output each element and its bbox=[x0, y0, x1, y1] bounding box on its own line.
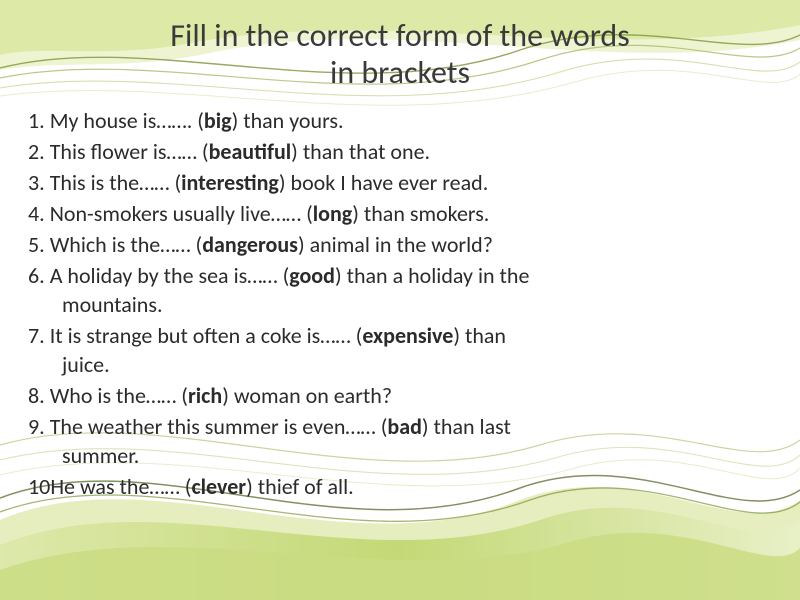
bracket-word: dangerous bbox=[202, 231, 298, 258]
slide-title: Fill in the correct form of the words in… bbox=[28, 18, 772, 92]
item-pre-text: This flower is…… ( bbox=[45, 138, 209, 165]
bracket-word: bad bbox=[387, 413, 421, 440]
exercise-item: 3. This is the…… (interesting) book I ha… bbox=[28, 168, 772, 197]
item-pre-text: The weather this summer is even…… ( bbox=[45, 413, 388, 440]
item-pre-text: Non-smokers usually live…… ( bbox=[45, 200, 313, 227]
bracket-word: long bbox=[313, 200, 352, 227]
bracket-word: good bbox=[289, 262, 335, 289]
item-post-text: ) thief of all. bbox=[246, 473, 354, 500]
item-pre-text: It is strange but often a coke is…… ( bbox=[45, 322, 363, 349]
item-pre-text: He was the…… ( bbox=[50, 473, 191, 500]
item-pre-text: This is the…… ( bbox=[45, 169, 181, 196]
title-line-2: in brackets bbox=[330, 53, 470, 92]
item-pre-text: Which is the…… ( bbox=[45, 231, 203, 258]
item-number: 4. bbox=[28, 200, 45, 227]
item-number: 2. bbox=[28, 138, 45, 165]
item-number: 10 bbox=[28, 473, 50, 500]
exercise-item: 2. This flower is…… (beautiful) than tha… bbox=[28, 137, 772, 166]
slide-content: Fill in the correct form of the words in… bbox=[0, 0, 800, 513]
item-pre-text: My house is……. ( bbox=[45, 107, 204, 134]
item-post-text: ) woman on earth? bbox=[222, 382, 392, 409]
exercise-item: 9. The weather this summer is even…… (ba… bbox=[28, 412, 772, 470]
item-number: 6. bbox=[28, 262, 45, 289]
bracket-word: rich bbox=[188, 382, 222, 409]
bracket-word: beautiful bbox=[209, 138, 292, 165]
item-continuation: summer. bbox=[28, 441, 772, 470]
item-post-text: ) than smokers. bbox=[352, 200, 489, 227]
bracket-word: interesting bbox=[181, 169, 279, 196]
item-post-text: ) than bbox=[453, 322, 506, 349]
item-number: 8. bbox=[28, 382, 45, 409]
item-continuation: mountains. bbox=[28, 290, 772, 319]
exercise-item: 8. Who is the…… (rich) woman on earth? bbox=[28, 381, 772, 410]
exercise-list: 1. My house is……. (big) than yours.2. Th… bbox=[28, 106, 772, 501]
item-number: 1. bbox=[28, 107, 45, 134]
item-number: 5. bbox=[28, 231, 45, 258]
item-post-text: ) animal in the world? bbox=[298, 231, 493, 258]
bracket-word: clever bbox=[191, 473, 246, 500]
item-number: 9. bbox=[28, 413, 45, 440]
title-line-1: Fill in the correct form of the words bbox=[170, 16, 629, 55]
item-number: 7. bbox=[28, 322, 45, 349]
exercise-item: 6. A holiday by the sea is…… (good) than… bbox=[28, 261, 772, 319]
exercise-item: 1. My house is……. (big) than yours. bbox=[28, 106, 772, 135]
exercise-item: 10He was the…… (clever) thief of all. bbox=[28, 472, 772, 501]
bracket-word: big bbox=[204, 107, 232, 134]
bracket-word: expensive bbox=[362, 322, 453, 349]
item-pre-text: A holiday by the sea is…… ( bbox=[45, 262, 290, 289]
item-post-text: ) book I have ever read. bbox=[279, 169, 488, 196]
exercise-item: 5. Which is the…… (dangerous) animal in … bbox=[28, 230, 772, 259]
item-post-text: ) than that one. bbox=[291, 138, 430, 165]
item-post-text: ) than a holiday in the bbox=[335, 262, 530, 289]
exercise-item: 7. It is strange but often a coke is…… (… bbox=[28, 321, 772, 379]
item-number: 3. bbox=[28, 169, 45, 196]
item-post-text: ) than yours. bbox=[232, 107, 344, 134]
item-pre-text: Who is the…… ( bbox=[45, 382, 188, 409]
item-continuation: juice. bbox=[28, 350, 772, 379]
item-post-text: ) than last bbox=[422, 413, 511, 440]
exercise-item: 4. Non-smokers usually live…… (long) tha… bbox=[28, 199, 772, 228]
